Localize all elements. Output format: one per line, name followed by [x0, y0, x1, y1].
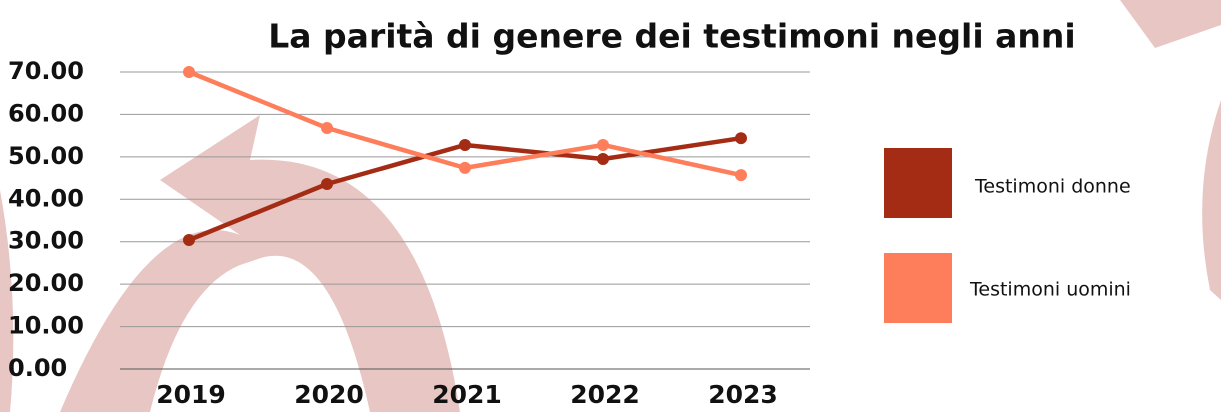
background-decoration — [0, 0, 1221, 412]
legend-swatch — [884, 253, 952, 323]
legend-swatch — [884, 148, 952, 218]
series-line — [189, 72, 741, 175]
data-point — [735, 169, 747, 181]
y-tick-label: 10.00 — [8, 312, 84, 340]
y-tick-label: 20.00 — [8, 269, 84, 297]
data-point — [459, 139, 471, 151]
data-point — [459, 162, 471, 174]
data-point — [597, 139, 609, 151]
legend-label: Testimoni uomini — [969, 279, 1131, 301]
y-tick-label: 30.00 — [8, 227, 84, 255]
legend-label: Testimoni donne — [974, 176, 1131, 198]
x-tick-label: 2022 — [570, 380, 640, 409]
y-tick-label: 70.00 — [8, 57, 84, 85]
data-point — [183, 66, 195, 78]
data-point — [321, 178, 333, 190]
data-point — [597, 153, 609, 165]
chart-title: La parità di genere dei testimoni negli … — [268, 17, 1075, 56]
y-tick-label: 40.00 — [8, 184, 84, 212]
y-tick-label: 50.00 — [8, 142, 84, 170]
data-point — [183, 234, 195, 246]
x-tick-label: 2021 — [432, 380, 502, 409]
data-point — [321, 122, 333, 134]
y-tick-label: 60.00 — [8, 99, 84, 127]
y-tick-label: 0.00 — [8, 354, 67, 382]
data-point — [735, 132, 747, 144]
x-tick-label: 2020 — [294, 380, 364, 409]
x-tick-label: 2019 — [156, 380, 226, 409]
chart: La parità di genere dei testimoni negli … — [0, 0, 1221, 412]
x-tick-label: 2023 — [708, 380, 778, 409]
